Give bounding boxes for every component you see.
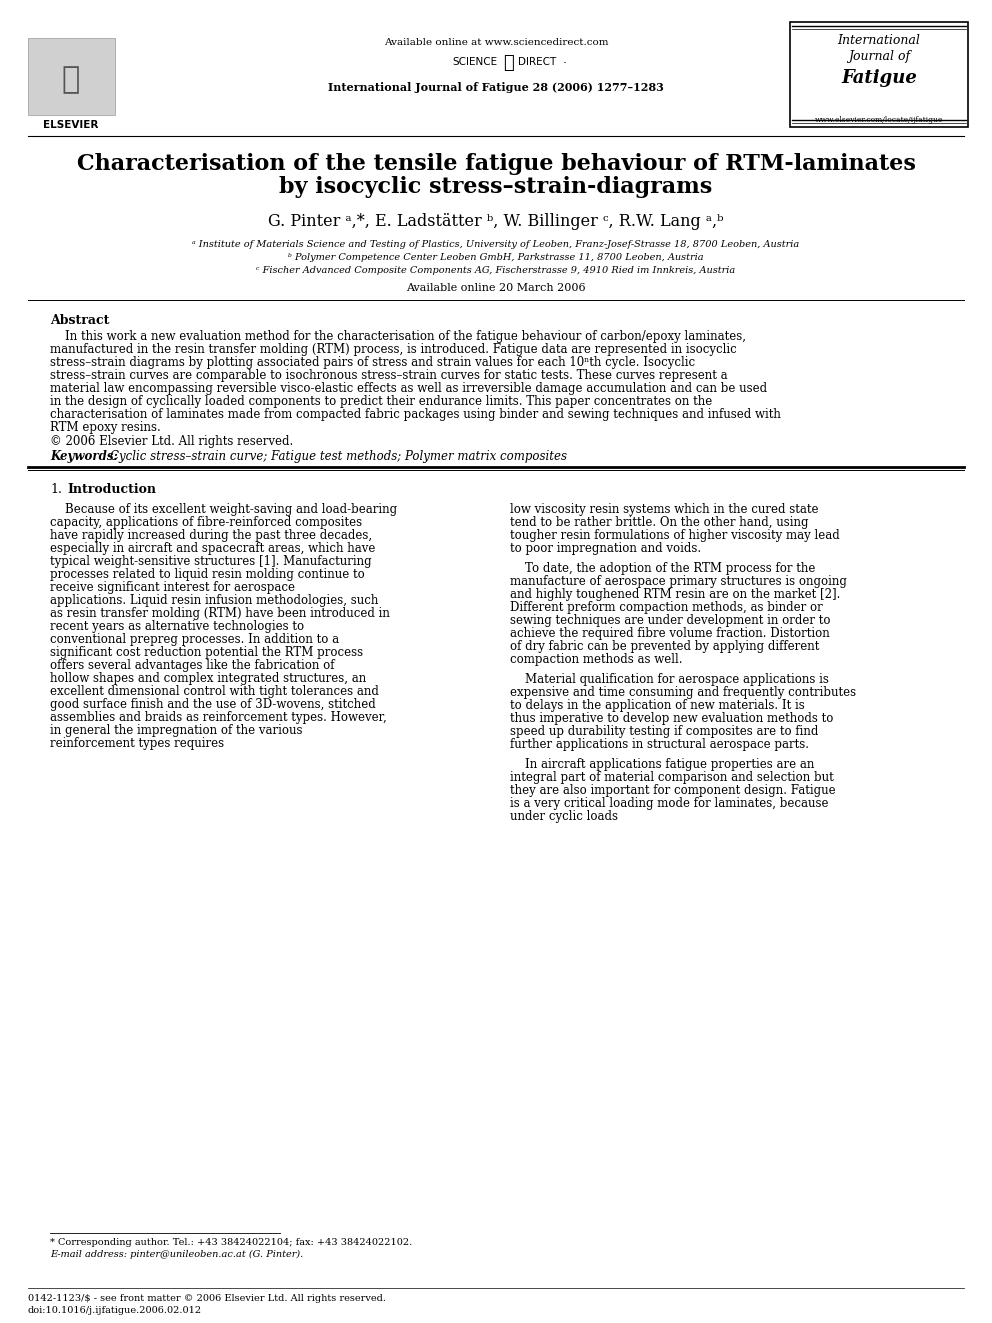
Text: * Corresponding author. Tel.: +43 38424022104; fax: +43 38424022102.: * Corresponding author. Tel.: +43 384240… — [50, 1238, 413, 1248]
Text: reinforcement types requires: reinforcement types requires — [50, 737, 224, 750]
Text: low viscosity resin systems which in the cured state: low viscosity resin systems which in the… — [510, 503, 818, 516]
Text: doi:10.1016/j.ijfatigue.2006.02.012: doi:10.1016/j.ijfatigue.2006.02.012 — [28, 1306, 202, 1315]
Text: in general the impregnation of the various: in general the impregnation of the vario… — [50, 724, 303, 737]
Text: assemblies and braids as reinforcement types. However,: assemblies and braids as reinforcement t… — [50, 710, 387, 724]
Text: G. Pinter ᵃ,*, E. Ladstätter ᵇ, W. Billinger ᶜ, R.W. Lang ᵃ,ᵇ: G. Pinter ᵃ,*, E. Ladstätter ᵇ, W. Billi… — [268, 213, 724, 230]
Text: In aircraft applications fatigue properties are an: In aircraft applications fatigue propert… — [525, 758, 814, 771]
Text: sewing techniques are under development in order to: sewing techniques are under development … — [510, 614, 830, 627]
Text: ELSEVIER: ELSEVIER — [44, 120, 98, 130]
Text: In this work a new evaluation method for the characterisation of the fatigue beh: In this work a new evaluation method for… — [65, 329, 746, 343]
Text: ᶜ Fischer Advanced Composite Components AG, Fischerstrasse 9, 4910 Ried im Innkr: ᶜ Fischer Advanced Composite Components … — [256, 266, 736, 275]
Text: Available online at www.sciencedirect.com: Available online at www.sciencedirect.co… — [384, 38, 608, 48]
Text: Because of its excellent weight-saving and load-bearing: Because of its excellent weight-saving a… — [65, 503, 397, 516]
Text: compaction methods as well.: compaction methods as well. — [510, 654, 682, 665]
Text: International: International — [837, 34, 921, 48]
Text: applications. Liquid resin infusion methodologies, such: applications. Liquid resin infusion meth… — [50, 594, 378, 607]
Text: processes related to liquid resin molding continue to: processes related to liquid resin moldin… — [50, 568, 365, 581]
Text: stress–strain curves are comparable to isochronous stress–strain curves for stat: stress–strain curves are comparable to i… — [50, 369, 727, 382]
Text: Fatigue: Fatigue — [841, 69, 917, 87]
Text: E-mail address: pinter@unileoben.ac.at (G. Pinter).: E-mail address: pinter@unileoben.ac.at (… — [50, 1250, 304, 1259]
Text: capacity, applications of fibre-reinforced composites: capacity, applications of fibre-reinforc… — [50, 516, 362, 529]
Text: Different preform compaction methods, as binder or: Different preform compaction methods, as… — [510, 601, 822, 614]
Text: as resin transfer molding (RTM) have been introduced in: as resin transfer molding (RTM) have bee… — [50, 607, 390, 620]
Text: of dry fabric can be prevented by applying different: of dry fabric can be prevented by applyi… — [510, 640, 819, 654]
Text: and highly toughened RTM resin are on the market [2].: and highly toughened RTM resin are on th… — [510, 587, 840, 601]
Text: integral part of material comparison and selection but: integral part of material comparison and… — [510, 771, 833, 785]
Text: ·: · — [563, 57, 567, 70]
Text: significant cost reduction potential the RTM process: significant cost reduction potential the… — [50, 646, 363, 659]
Text: good surface finish and the use of 3D-wovens, stitched: good surface finish and the use of 3D-wo… — [50, 699, 376, 710]
Text: in the design of cyclically loaded components to predict their endurance limits.: in the design of cyclically loaded compo… — [50, 396, 712, 407]
Text: speed up durability testing if composites are to find: speed up durability testing if composite… — [510, 725, 818, 738]
Text: Journal of: Journal of — [848, 50, 910, 64]
Text: ᵇ Polymer Competence Center Leoben GmbH, Parkstrasse 11, 8700 Leoben, Austria: ᵇ Polymer Competence Center Leoben GmbH,… — [289, 253, 703, 262]
Text: 🌲: 🌲 — [62, 66, 80, 94]
Text: thus imperative to develop new evaluation methods to: thus imperative to develop new evaluatio… — [510, 712, 833, 725]
Text: receive significant interest for aerospace: receive significant interest for aerospa… — [50, 581, 295, 594]
Text: © 2006 Elsevier Ltd. All rights reserved.: © 2006 Elsevier Ltd. All rights reserved… — [50, 435, 294, 448]
Text: ⓓ: ⓓ — [503, 54, 514, 71]
Text: under cyclic loads: under cyclic loads — [510, 810, 618, 823]
FancyBboxPatch shape — [28, 38, 115, 115]
Text: RTM epoxy resins.: RTM epoxy resins. — [50, 421, 161, 434]
Text: excellent dimensional control with tight tolerances and: excellent dimensional control with tight… — [50, 685, 379, 699]
Text: International Journal of Fatigue 28 (2006) 1277–1283: International Journal of Fatigue 28 (200… — [328, 82, 664, 93]
Text: ᵃ Institute of Materials Science and Testing of Plastics, University of Leoben, : ᵃ Institute of Materials Science and Tes… — [192, 239, 800, 249]
Text: to poor impregnation and voids.: to poor impregnation and voids. — [510, 542, 701, 556]
Text: is a very critical loading mode for laminates, because: is a very critical loading mode for lami… — [510, 796, 828, 810]
Text: characterisation of laminates made from compacted fabric packages using binder a: characterisation of laminates made from … — [50, 407, 781, 421]
Text: by isocyclic stress–strain-diagrams: by isocyclic stress–strain-diagrams — [280, 176, 712, 198]
Text: To date, the adoption of the RTM process for the: To date, the adoption of the RTM process… — [525, 562, 815, 576]
Text: recent years as alternative technologies to: recent years as alternative technologies… — [50, 620, 305, 632]
Text: 0142-1123/$ - see front matter © 2006 Elsevier Ltd. All rights reserved.: 0142-1123/$ - see front matter © 2006 El… — [28, 1294, 386, 1303]
Text: conventional prepreg processes. In addition to a: conventional prepreg processes. In addit… — [50, 632, 339, 646]
Text: material law encompassing reversible visco-elastic effects as well as irreversib: material law encompassing reversible vis… — [50, 382, 767, 396]
Text: tend to be rather brittle. On the other hand, using: tend to be rather brittle. On the other … — [510, 516, 808, 529]
Text: tougher resin formulations of higher viscosity may lead: tougher resin formulations of higher vis… — [510, 529, 840, 542]
Text: achieve the required fibre volume fraction. Distortion: achieve the required fibre volume fracti… — [510, 627, 829, 640]
Text: manufacture of aerospace primary structures is ongoing: manufacture of aerospace primary structu… — [510, 576, 847, 587]
Text: they are also important for component design. Fatigue: they are also important for component de… — [510, 785, 835, 796]
Text: to delays in the application of new materials. It is: to delays in the application of new mate… — [510, 699, 805, 712]
Text: further applications in structural aerospace parts.: further applications in structural aeros… — [510, 738, 809, 751]
Text: DIRECT: DIRECT — [518, 57, 557, 67]
Text: www.elsevier.com/locate/ijfatigue: www.elsevier.com/locate/ijfatigue — [814, 116, 943, 124]
Text: hollow shapes and complex integrated structures, an: hollow shapes and complex integrated str… — [50, 672, 366, 685]
Text: Cyclic stress–strain curve; Fatigue test methods; Polymer matrix composites: Cyclic stress–strain curve; Fatigue test… — [110, 450, 567, 463]
Text: have rapidly increased during the past three decades,: have rapidly increased during the past t… — [50, 529, 372, 542]
Text: 1.: 1. — [50, 483, 62, 496]
Text: offers several advantages like the fabrication of: offers several advantages like the fabri… — [50, 659, 334, 672]
Text: Available online 20 March 2006: Available online 20 March 2006 — [406, 283, 586, 292]
Text: typical weight-sensitive structures [1]. Manufacturing: typical weight-sensitive structures [1].… — [50, 556, 372, 568]
Text: SCIENCE: SCIENCE — [452, 57, 497, 67]
Text: Abstract: Abstract — [50, 314, 109, 327]
Text: especially in aircraft and spacecraft areas, which have: especially in aircraft and spacecraft ar… — [50, 542, 375, 556]
Text: Keywords:: Keywords: — [50, 450, 118, 463]
Text: Characterisation of the tensile fatigue behaviour of RTM-laminates: Characterisation of the tensile fatigue … — [76, 153, 916, 175]
Text: Introduction: Introduction — [67, 483, 156, 496]
FancyBboxPatch shape — [790, 22, 968, 127]
Text: expensive and time consuming and frequently contributes: expensive and time consuming and frequen… — [510, 687, 856, 699]
Text: manufactured in the resin transfer molding (RTM) process, is introduced. Fatigue: manufactured in the resin transfer moldi… — [50, 343, 737, 356]
Text: Material qualification for aerospace applications is: Material qualification for aerospace app… — [525, 673, 829, 687]
Text: stress–strain diagrams by plotting associated pairs of stress and strain values : stress–strain diagrams by plotting assoc… — [50, 356, 695, 369]
